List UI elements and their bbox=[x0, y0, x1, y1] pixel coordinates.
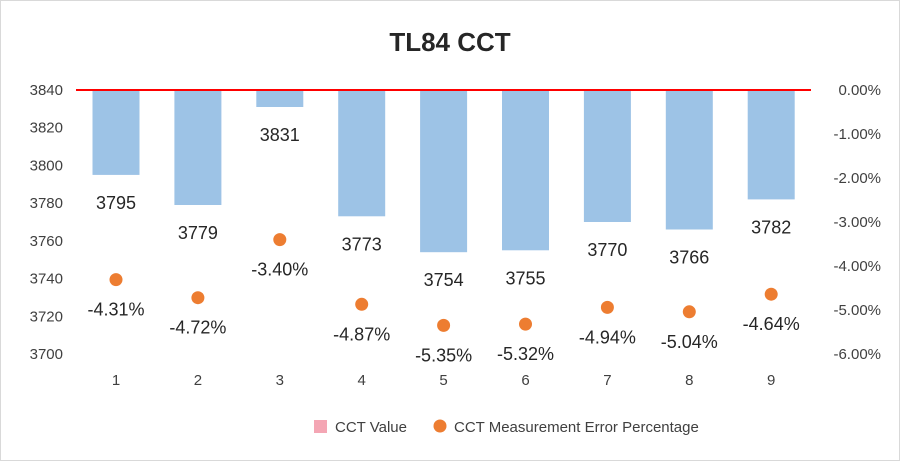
bar-value-label-3: 3831 bbox=[260, 125, 300, 145]
bar-value-label-2: 3779 bbox=[178, 223, 218, 243]
point-9 bbox=[764, 287, 778, 301]
point-value-label-9: -4.64% bbox=[743, 314, 800, 334]
bar-value-label-8: 3766 bbox=[669, 248, 709, 268]
y-right-tick-label: -5.00% bbox=[833, 302, 881, 319]
bar-value-label-4: 3773 bbox=[342, 234, 382, 254]
x-tick-label: 3 bbox=[276, 372, 284, 389]
point-8 bbox=[682, 305, 696, 319]
bar-value-label-9: 3782 bbox=[751, 217, 791, 237]
y-right-tick-label: -4.00% bbox=[833, 258, 881, 275]
y-left-tick-label: 3760 bbox=[30, 233, 63, 250]
x-axis: 1 2 3 4 5 6 7 8 9 bbox=[112, 372, 776, 389]
bar-3 bbox=[256, 90, 304, 107]
chart-title: TL84 CCT bbox=[389, 27, 510, 57]
x-tick-label: 4 bbox=[358, 372, 366, 389]
bar-7 bbox=[583, 90, 631, 222]
y-right-tick-label: -6.00% bbox=[833, 346, 881, 363]
bar-value-label-1: 3795 bbox=[96, 193, 136, 213]
point-3 bbox=[273, 233, 287, 247]
bar-value-label-7: 3770 bbox=[587, 240, 627, 260]
bar-1 bbox=[92, 90, 140, 175]
y-right-tick-label: 0.00% bbox=[838, 82, 881, 99]
point-6 bbox=[519, 317, 532, 331]
point-value-label-7: -4.94% bbox=[579, 327, 636, 347]
bar-5 bbox=[420, 90, 468, 253]
bar-value-label-5: 3754 bbox=[424, 270, 464, 290]
x-tick-label: 1 bbox=[112, 372, 120, 389]
point-7 bbox=[600, 300, 614, 314]
bar-6 bbox=[502, 90, 549, 251]
x-tick-label: 2 bbox=[194, 372, 202, 389]
y-left-tick-label: 3740 bbox=[30, 271, 63, 288]
point-4 bbox=[355, 297, 369, 311]
x-tick-label: 7 bbox=[603, 372, 611, 389]
x-tick-label: 5 bbox=[439, 372, 447, 389]
y-left-tick-label: 3820 bbox=[30, 120, 63, 137]
point-5 bbox=[437, 318, 451, 332]
y-left-tick-label: 3780 bbox=[30, 195, 63, 212]
point-value-label-8: -5.04% bbox=[661, 332, 718, 352]
point-value-label-2: -4.72% bbox=[169, 318, 226, 338]
y-left-tick-label: 3800 bbox=[30, 157, 63, 174]
y-right-tick-label: -3.00% bbox=[833, 214, 881, 231]
y-right-tick-label: -2.00% bbox=[833, 170, 881, 187]
x-tick-label: 6 bbox=[521, 372, 529, 389]
legend-label-cct-value: CCT Value bbox=[335, 419, 407, 436]
y-left-axis: 3840 3820 3800 3780 3760 3740 3720 3700 bbox=[30, 82, 63, 363]
point-value-label-1: -4.31% bbox=[87, 300, 144, 320]
point-1 bbox=[109, 273, 123, 287]
point-value-label-6: -5.32% bbox=[497, 344, 554, 364]
point-value-label-5: -5.35% bbox=[415, 345, 472, 365]
legend-marker-error-percentage bbox=[433, 419, 447, 433]
legend: CCT Value CCT Measurement Error Percenta… bbox=[314, 419, 699, 436]
y-left-tick-label: 3700 bbox=[30, 346, 63, 363]
bar-series bbox=[92, 90, 795, 253]
legend-label-error-percentage: CCT Measurement Error Percentage bbox=[454, 419, 699, 436]
bar-value-label-6: 3755 bbox=[505, 268, 545, 288]
y-left-tick-label: 3720 bbox=[30, 308, 63, 325]
point-label-group: -4.31% -4.72% -3.40% -4.87% -5.35% -5.32% -4.9… bbox=[87, 260, 799, 366]
scatter-series bbox=[109, 233, 778, 332]
bar-2 bbox=[174, 90, 222, 205]
x-tick-label: 9 bbox=[767, 372, 775, 389]
bar-label-group: 3795 3779 3831 3773 3754 3755 3770 3766 3782 bbox=[96, 125, 791, 290]
y-right-axis: 0.00% -1.00% -2.00% -3.00% -4.00% -5.00% -6.00… bbox=[833, 82, 881, 363]
y-left-tick-label: 3840 bbox=[30, 82, 63, 99]
bar-9 bbox=[747, 90, 795, 200]
x-tick-label: 8 bbox=[685, 372, 693, 389]
point-value-label-3: -3.40% bbox=[251, 260, 308, 280]
bar-8 bbox=[665, 90, 713, 230]
y-right-tick-label: -1.00% bbox=[833, 126, 881, 143]
bar-4 bbox=[338, 90, 386, 217]
point-value-label-4: -4.87% bbox=[333, 324, 390, 344]
legend-swatch-cct-value bbox=[314, 420, 327, 433]
point-2 bbox=[191, 291, 205, 305]
